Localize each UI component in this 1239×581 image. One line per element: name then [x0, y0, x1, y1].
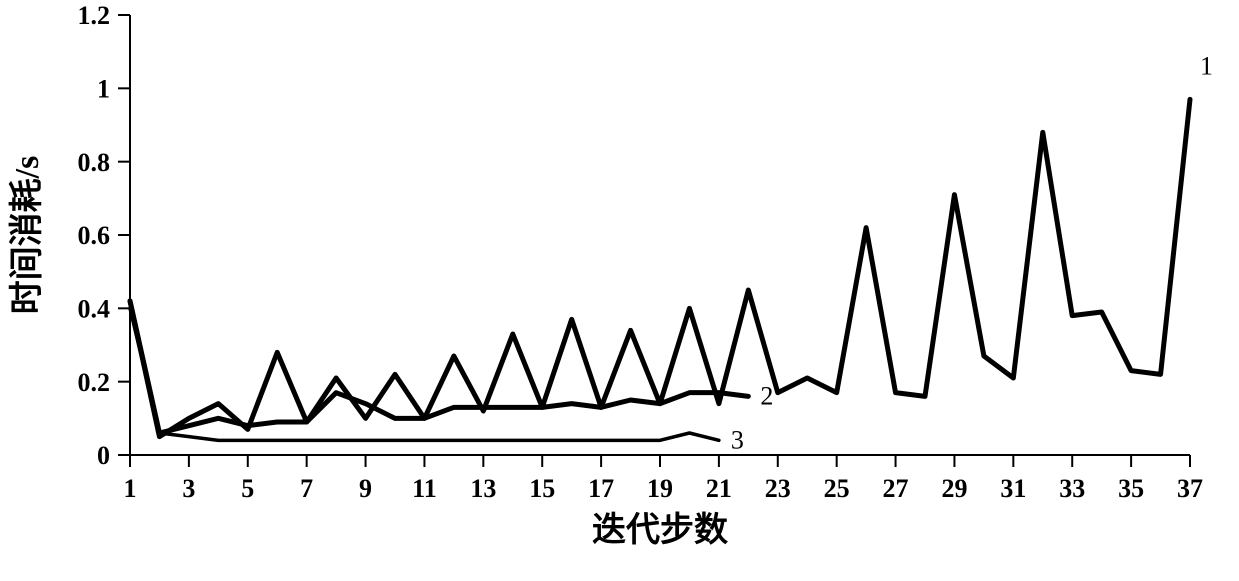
- y-tick-label: 0.4: [78, 294, 111, 323]
- x-tick-label: 23: [765, 474, 791, 503]
- y-tick-label: 0.6: [78, 221, 111, 250]
- x-tick-label: 19: [647, 474, 673, 503]
- x-tick-label: 9: [359, 474, 372, 503]
- x-tick-label: 21: [706, 474, 732, 503]
- x-tick-label: 13: [470, 474, 496, 503]
- y-tick-label: 1: [97, 74, 110, 103]
- x-tick-label: 31: [1000, 474, 1026, 503]
- x-tick-label: 17: [588, 474, 614, 503]
- x-tick-label: 5: [241, 474, 254, 503]
- x-tick-label: 35: [1118, 474, 1144, 503]
- series-1-label: 1: [1200, 51, 1213, 80]
- x-tick-label: 27: [883, 474, 909, 503]
- x-axis-title: 迭代步数: [592, 511, 728, 549]
- x-tick-label: 1: [124, 474, 137, 503]
- y-tick-label: 0: [97, 441, 110, 470]
- chart-container: 13579111315171921232527293133353700.20.4…: [0, 0, 1239, 581]
- series-3-label: 3: [731, 425, 744, 454]
- x-tick-label: 3: [182, 474, 195, 503]
- x-tick-label: 15: [529, 474, 555, 503]
- y-axis-title: 时间消耗/s: [8, 156, 46, 315]
- x-tick-label: 7: [300, 474, 313, 503]
- y-tick-label: 1.2: [78, 1, 111, 30]
- x-tick-label: 29: [941, 474, 967, 503]
- x-tick-label: 11: [412, 474, 437, 503]
- series-2-label: 2: [760, 381, 773, 410]
- y-tick-label: 0.8: [78, 148, 111, 177]
- y-tick-label: 0.2: [78, 368, 111, 397]
- x-tick-label: 37: [1177, 474, 1203, 503]
- line-chart: 13579111315171921232527293133353700.20.4…: [0, 0, 1239, 581]
- x-tick-label: 25: [824, 474, 850, 503]
- x-tick-label: 33: [1059, 474, 1085, 503]
